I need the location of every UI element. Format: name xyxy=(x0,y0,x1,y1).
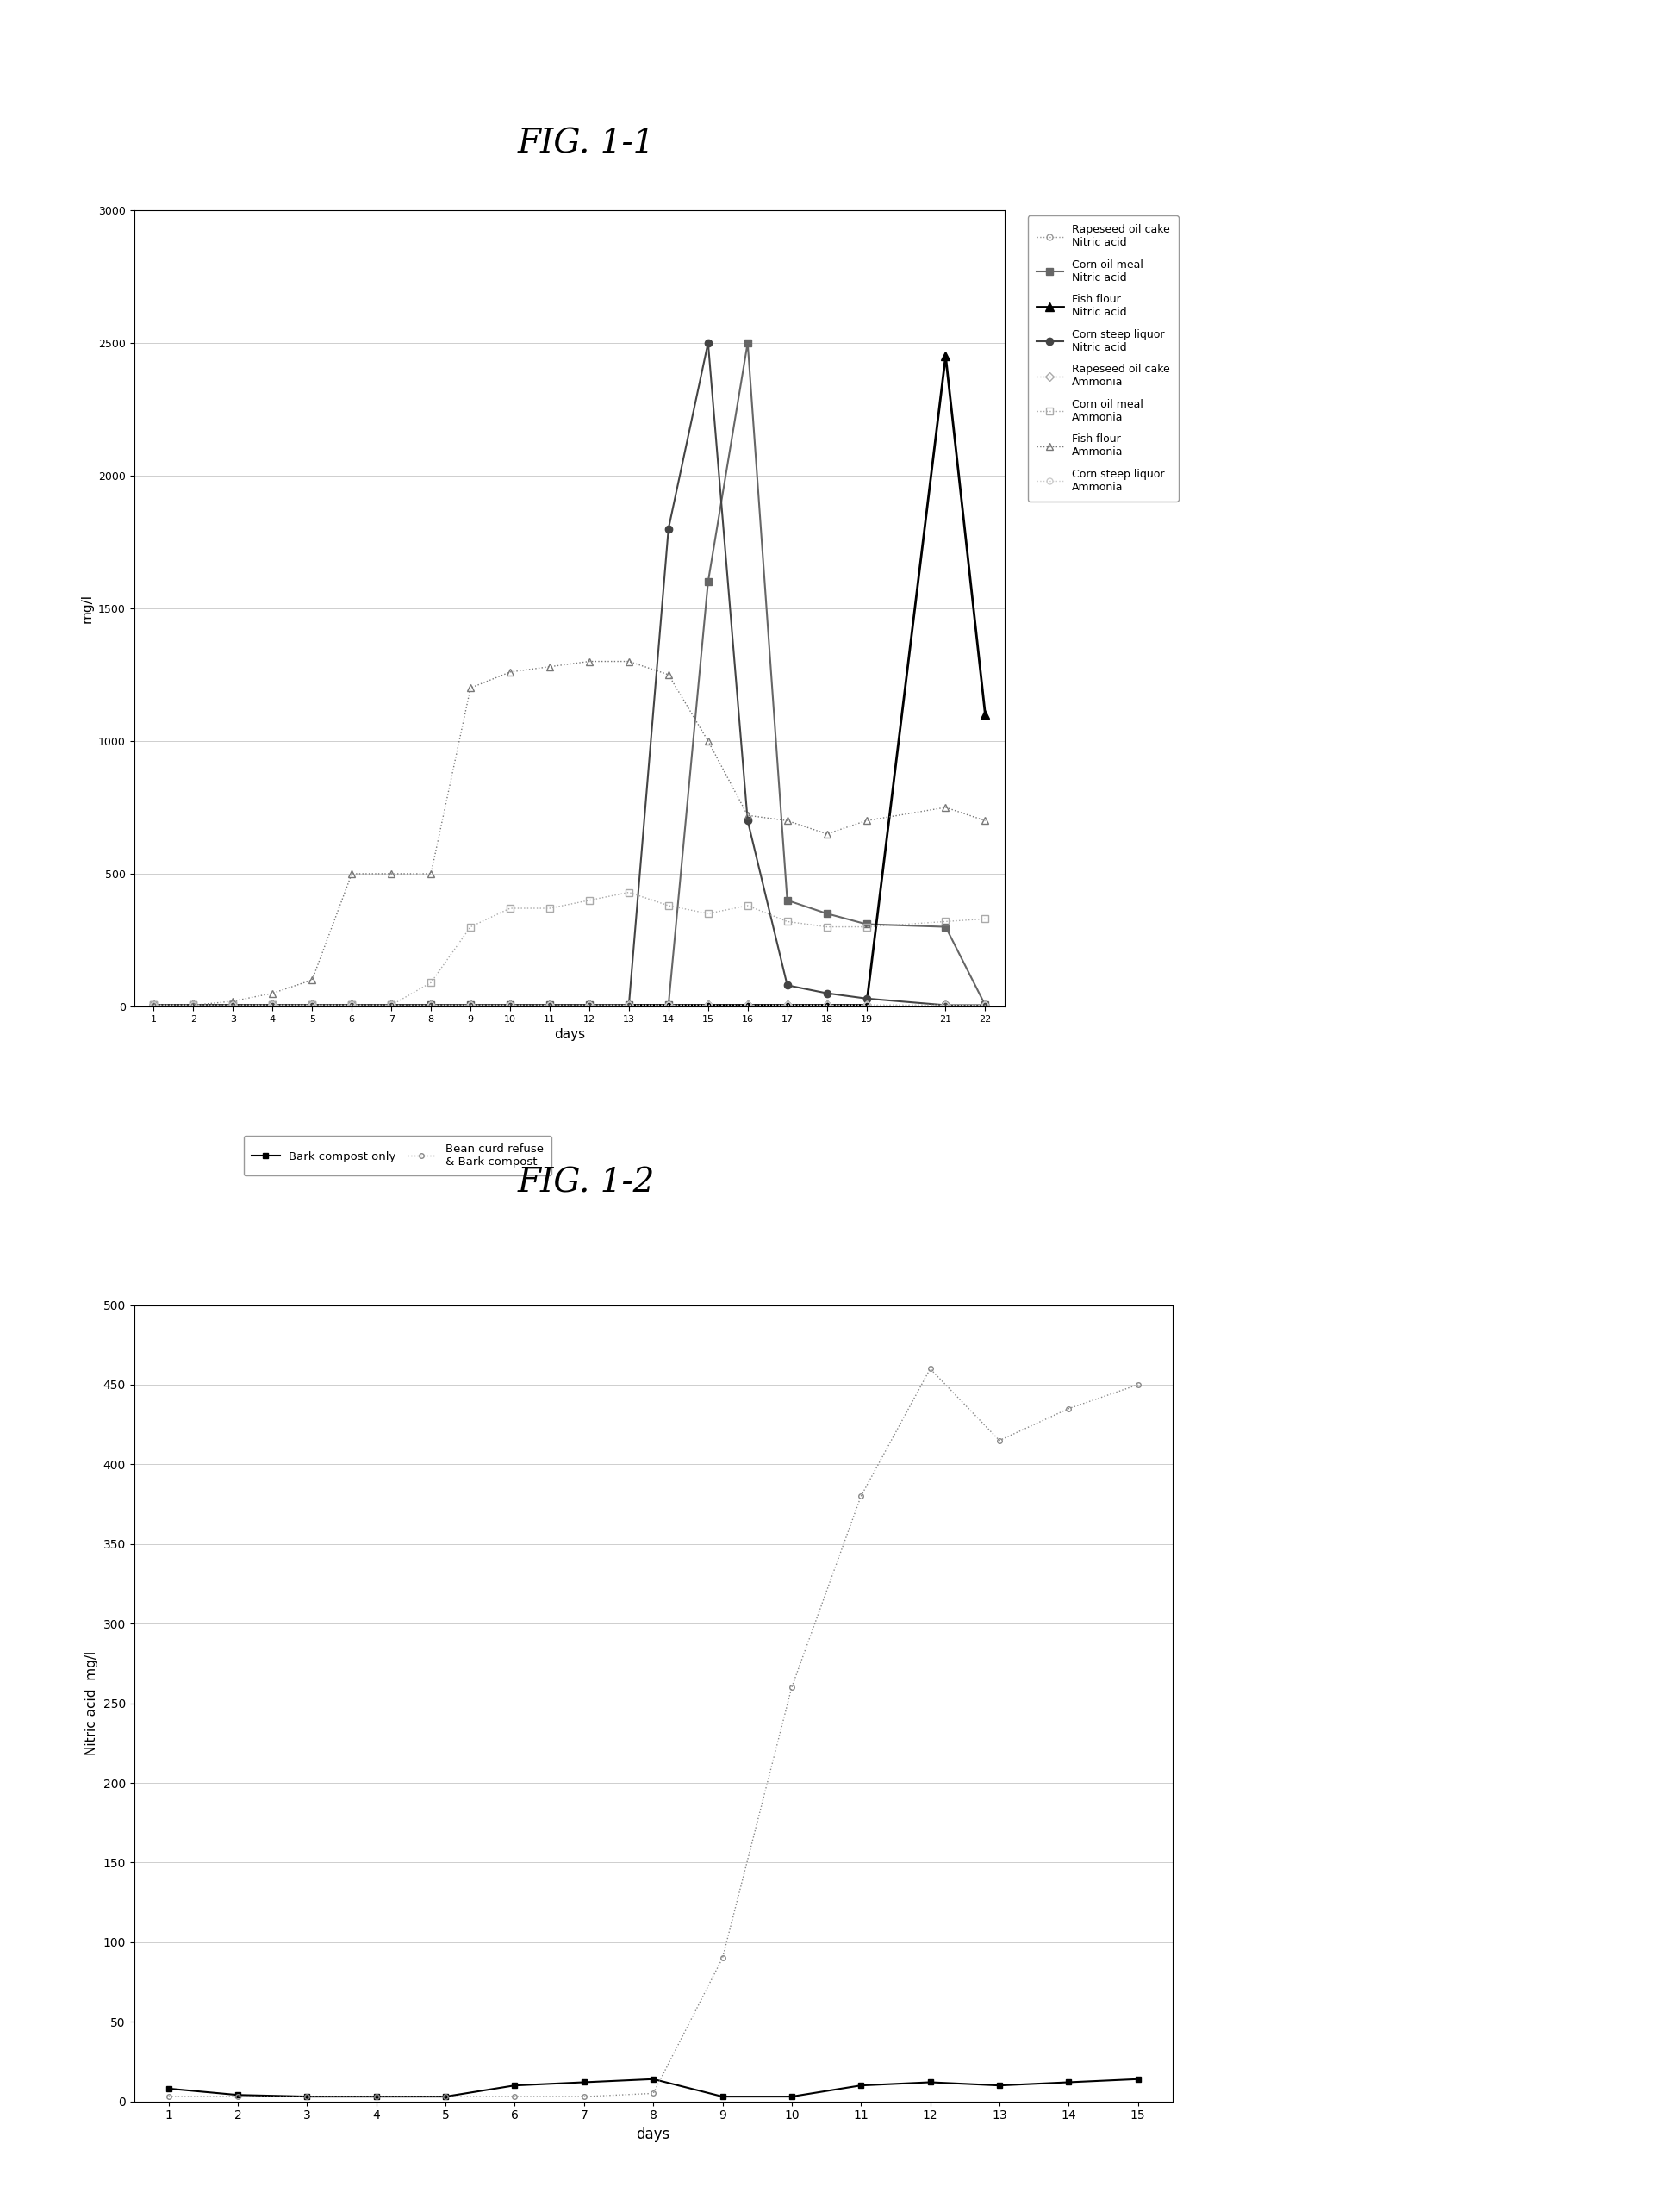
Bark compost only xyxy=(643,2066,663,2093)
Bark compost only xyxy=(851,2073,871,2099)
Bean curd refuse
& Bark compost xyxy=(296,2084,317,2110)
Y-axis label: mg/l: mg/l xyxy=(80,593,94,624)
Bark compost only xyxy=(436,2084,456,2110)
Bark compost only xyxy=(712,2084,732,2110)
Bean curd refuse
& Bark compost xyxy=(436,2084,456,2110)
Bean curd refuse
& Bark compost xyxy=(712,1944,732,1971)
Bark compost only xyxy=(1059,2068,1079,2095)
Legend: Bark compost only, Bean curd refuse
& Bark compost: Bark compost only, Bean curd refuse & Ba… xyxy=(243,1135,551,1175)
Text: FIG. 1-2: FIG. 1-2 xyxy=(518,1168,655,1199)
Bean curd refuse
& Bark compost xyxy=(782,1674,802,1701)
Bark compost only xyxy=(504,2073,524,2099)
Bean curd refuse
& Bark compost xyxy=(228,2084,248,2110)
Bark compost only xyxy=(575,2068,595,2095)
Bean curd refuse
& Bark compost xyxy=(159,2084,179,2110)
Legend: Rapeseed oil cake
Nitric acid, Corn oil meal
Nitric acid, Fish flour
Nitric acid: Rapeseed oil cake Nitric acid, Corn oil … xyxy=(1028,215,1179,502)
Bean curd refuse
& Bark compost xyxy=(851,1482,871,1509)
Bean curd refuse
& Bark compost xyxy=(990,1427,1010,1453)
Line: Bean curd refuse
& Bark compost: Bean curd refuse & Bark compost xyxy=(166,1367,1141,2099)
X-axis label: days: days xyxy=(636,2126,670,2141)
Text: FIG. 1-1: FIG. 1-1 xyxy=(518,128,655,159)
Bean curd refuse
& Bark compost xyxy=(920,1356,940,1382)
Bean curd refuse
& Bark compost xyxy=(575,2084,595,2110)
Bean curd refuse
& Bark compost xyxy=(504,2084,524,2110)
Bark compost only xyxy=(990,2073,1010,2099)
Bean curd refuse
& Bark compost xyxy=(367,2084,387,2110)
Line: Bark compost only: Bark compost only xyxy=(166,2077,1141,2099)
Bark compost only xyxy=(782,2084,802,2110)
Bark compost only xyxy=(1127,2066,1147,2093)
Bark compost only xyxy=(159,2075,179,2101)
Bark compost only xyxy=(367,2084,387,2110)
Bean curd refuse
& Bark compost xyxy=(643,2079,663,2106)
Bark compost only xyxy=(920,2068,940,2095)
Bean curd refuse
& Bark compost xyxy=(1127,1371,1147,1398)
Bark compost only xyxy=(296,2084,317,2110)
Bean curd refuse
& Bark compost xyxy=(1059,1396,1079,1422)
X-axis label: days: days xyxy=(554,1029,585,1042)
Bark compost only xyxy=(228,2081,248,2108)
Y-axis label: Nitric acid  mg/l: Nitric acid mg/l xyxy=(85,1650,99,1756)
